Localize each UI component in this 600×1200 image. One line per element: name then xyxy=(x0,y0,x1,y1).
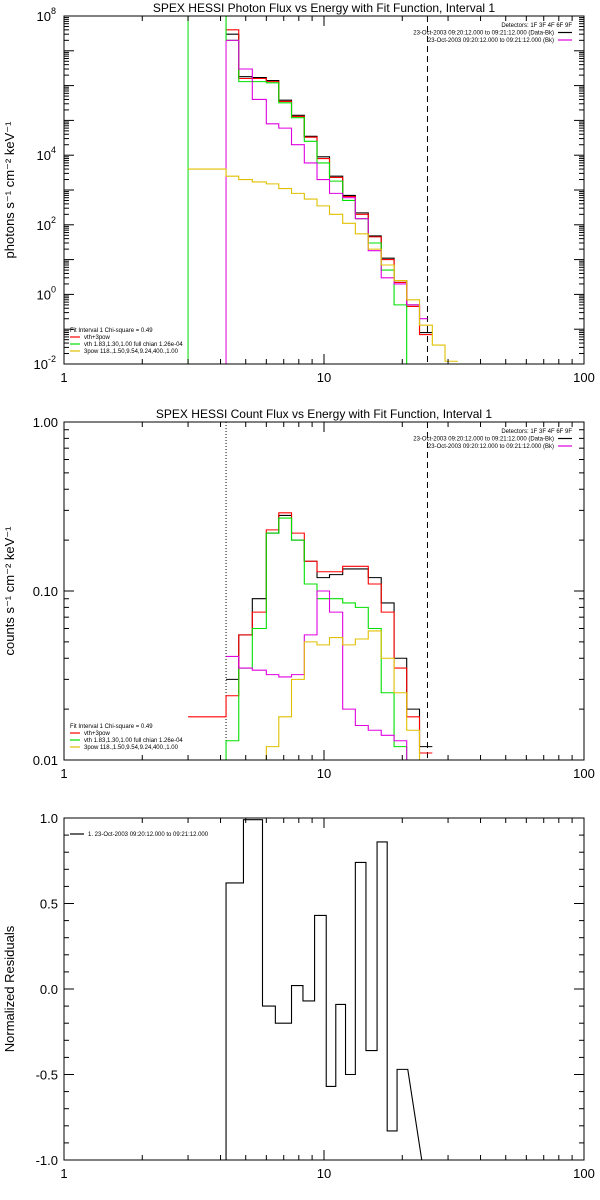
photon-panel: SPEX HESSI Photon Flux vs Energy with Fi… xyxy=(2,1,595,385)
count-legend-entry: Detectors: 1F 3F 4F 6F 9F xyxy=(501,429,572,435)
photon-ytick-label: 104 xyxy=(37,145,56,163)
residuals-ytick-label: 0.0 xyxy=(40,982,58,997)
residuals-xtick-label: 100 xyxy=(573,1166,595,1181)
residuals-legend-top-left: 1. 23-Oct-2003 09:20:12.000 to 09:21:12.… xyxy=(70,832,209,838)
residuals-ytick-label: 0.5 xyxy=(40,897,58,912)
photon-series-magenta xyxy=(226,39,428,320)
residuals-frame xyxy=(63,817,585,1161)
residuals-xaxis: 1 10 100 xyxy=(60,818,595,1181)
photon-fit-entry: vth 1.83,1.30,1.00 full chian 1.26e-04 xyxy=(84,342,183,348)
residuals-xtick-label: 10 xyxy=(317,1166,331,1181)
count-fit-header: Fit Interval 1 Chi-square = 0.49 xyxy=(70,724,153,730)
residuals-ytick-label: -1.0 xyxy=(36,1153,58,1168)
count-ylabel: counts s⁻¹ cm⁻² keV⁻¹ xyxy=(2,526,17,656)
residuals-series-black xyxy=(225,819,423,1160)
photon-legend-fit: Fit Interval 1 Chi-square = 0.49vth+3pow… xyxy=(70,328,183,355)
count-xtick-label: 10 xyxy=(317,766,331,781)
residuals-ylabel: Normalized Residuals xyxy=(2,925,17,1052)
count-xtick-label: 1 xyxy=(60,766,67,781)
photon-series-gold xyxy=(188,168,458,362)
photon-xaxis: 1 10 100 xyxy=(60,16,595,385)
count-ytick-label: 0.01 xyxy=(33,753,58,768)
count-legend-entry: 23-Oct-2003 09:20:12.000 to 09:21:12.000… xyxy=(413,437,554,443)
photon-xtick-label: 1 xyxy=(60,370,67,385)
count-legend-entry: 23-Oct-2003 09:20:12.000 to 09:21:12.000… xyxy=(428,444,554,450)
photon-legend-entry: 23-Oct-2003 09:20:12.000 to 09:21:12.000… xyxy=(413,31,554,37)
residuals-ytick-label: 1.0 xyxy=(40,811,58,826)
photon-frame xyxy=(63,15,585,365)
count-legend-fit: Fit Interval 1 Chi-square = 0.49vth+3pow… xyxy=(70,724,183,751)
photon-legend-top-right: Detectors: 1F 3F 4F 6F 9F 23-Oct-2003 09:… xyxy=(413,23,572,44)
photon-ytick-label: 102 xyxy=(37,215,56,233)
count-series-magenta xyxy=(226,590,420,760)
count-fit-entry: vth 1.83,1.30,1.00 full chian 1.26e-04 xyxy=(84,738,183,744)
residuals-yaxis: -1.0 -0.5 0.0 0.5 1.0 xyxy=(36,811,584,1168)
count-fit-entry: 3pow 118.,1.50,9.54,9.24,400.,1.00 xyxy=(84,745,179,751)
photon-xtick-label: 100 xyxy=(573,370,595,385)
count-yaxis: 0.01 0.10 1.00 xyxy=(33,415,584,768)
count-ytick-label: 0.10 xyxy=(33,584,58,599)
residuals-panel: Normalized Residuals 1 10 100 -1.0 -0.5 0.0 0.5… xyxy=(2,811,595,1181)
count-fit-entry: vth+3pow xyxy=(84,731,111,737)
count-series-red xyxy=(188,512,433,754)
residuals-ytick-label: -0.5 xyxy=(36,1068,58,1083)
photon-fit-entry: vth+3pow xyxy=(84,335,111,341)
photon-markers xyxy=(187,16,428,364)
photon-ytick-label: 10-2 xyxy=(34,354,56,372)
count-xtick-label: 100 xyxy=(573,766,595,781)
photon-series-green xyxy=(188,16,420,364)
photon-ytick-label: 100 xyxy=(37,284,56,302)
photon-ylabel: photons s⁻¹ cm⁻² keV⁻¹ xyxy=(2,121,17,259)
photon-fit-header: Fit Interval 1 Chi-square = 0.49 xyxy=(70,328,153,334)
photon-ytick-label: 108 xyxy=(37,6,56,24)
photon-title: SPEX HESSI Photon Flux vs Energy with Fi… xyxy=(153,1,495,15)
residuals-xtick-label: 1 xyxy=(60,1166,67,1181)
count-legend-top-right: Detectors: 1F 3F 4F 6F 9F 23-Oct-2003 09:… xyxy=(413,429,572,450)
photon-legend-entry: Detectors: 1F 3F 4F 6F 9F xyxy=(501,23,572,29)
photon-xtick-label: 10 xyxy=(317,370,331,385)
photon-yaxis: 10-2 100 102 104 108 xyxy=(34,6,584,372)
residuals-legend-entry: 1. 23-Oct-2003 09:20:12.000 to 09:21:12.… xyxy=(88,832,209,838)
count-markers xyxy=(225,422,428,760)
count-xaxis: 1 10 100 xyxy=(60,422,595,781)
photon-fit-entry: 3pow 118.,1.50,9.54,9.24,400.,1.00 xyxy=(84,349,179,355)
photon-legend-entry: 23-Oct-2003 09:20:12.000 to 09:21:12.000… xyxy=(428,38,554,44)
count-ytick-label: 1.00 xyxy=(33,415,58,430)
count-panel: SPEX HESSI Count Flux vs Energy with Fit… xyxy=(2,407,595,781)
count-series-black xyxy=(226,514,433,748)
count-title: SPEX HESSI Count Flux vs Energy with Fit… xyxy=(156,407,492,421)
